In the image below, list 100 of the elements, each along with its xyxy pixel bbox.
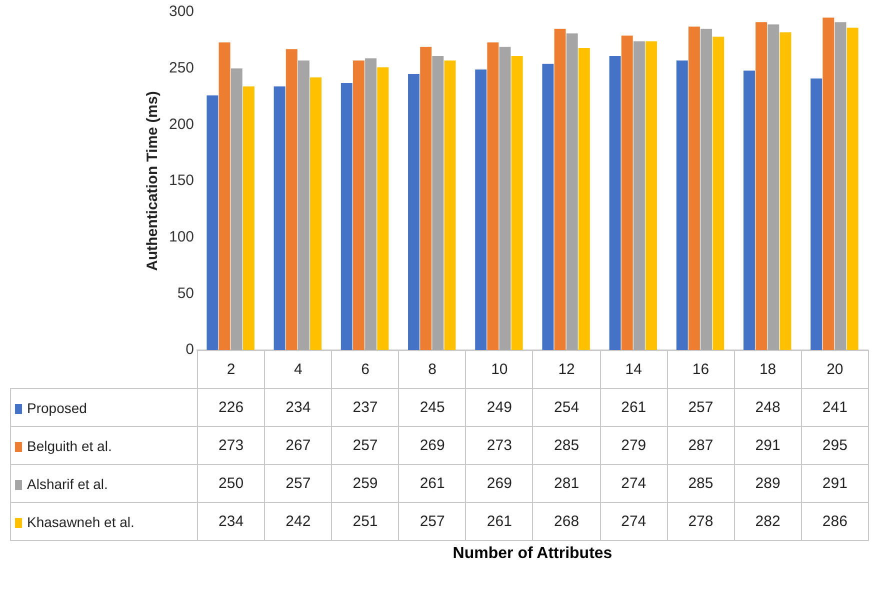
bar xyxy=(420,46,432,350)
bar xyxy=(230,68,242,350)
data-label: 226 xyxy=(198,388,265,426)
bar xyxy=(206,95,218,350)
y-tick-label: 250 xyxy=(168,59,194,76)
data-label: 257 xyxy=(667,388,734,426)
data-label: 249 xyxy=(466,388,533,426)
legend-label: Khasawneh et al. xyxy=(10,502,198,540)
bar xyxy=(511,56,523,350)
legend-label: Proposed xyxy=(10,388,198,426)
data-label: 291 xyxy=(801,464,868,502)
data-label: 273 xyxy=(198,426,265,464)
bar xyxy=(310,77,322,350)
bar xyxy=(444,60,456,350)
bar xyxy=(286,49,298,350)
data-label: 267 xyxy=(264,426,332,464)
data-label: 281 xyxy=(532,464,600,502)
data-label: 234 xyxy=(198,502,265,540)
bar xyxy=(566,33,578,350)
bar xyxy=(621,36,633,350)
data-label: 295 xyxy=(801,426,868,464)
y-tick-label: 50 xyxy=(177,284,194,302)
data-label: 286 xyxy=(801,502,868,540)
bar xyxy=(822,18,834,350)
x-tick-label: 16 xyxy=(667,350,734,388)
data-label: 287 xyxy=(667,426,734,464)
data-label: 273 xyxy=(466,426,533,464)
x-tick-label: 6 xyxy=(332,350,399,388)
data-label: 282 xyxy=(734,502,802,540)
data-label: 261 xyxy=(398,464,466,502)
bar xyxy=(340,82,352,350)
x-tick-label: 18 xyxy=(734,350,802,388)
x-tick-label: 2 xyxy=(198,350,265,388)
data-label: 274 xyxy=(600,502,668,540)
data-label: 251 xyxy=(332,502,399,540)
bar xyxy=(756,22,768,350)
data-label: 237 xyxy=(332,388,399,426)
bar xyxy=(578,48,590,350)
data-label: 269 xyxy=(398,426,466,464)
bar xyxy=(780,32,792,350)
bar xyxy=(242,86,254,350)
data-label: 289 xyxy=(734,464,802,502)
y-tick-label: 300 xyxy=(168,3,194,20)
bar xyxy=(810,78,822,350)
data-label: 285 xyxy=(667,464,734,502)
bar xyxy=(554,28,566,350)
bar xyxy=(542,64,554,350)
bar xyxy=(274,86,286,350)
data-label: 279 xyxy=(600,426,668,464)
bar xyxy=(475,69,487,350)
bar xyxy=(352,60,364,350)
bar xyxy=(712,36,724,350)
data-label: 285 xyxy=(532,426,600,464)
bar xyxy=(744,70,755,350)
data-label: 291 xyxy=(734,426,802,464)
bar xyxy=(609,56,621,350)
bar xyxy=(676,60,688,350)
bar xyxy=(688,26,700,350)
data-label: 241 xyxy=(801,388,868,426)
x-tick-label: 14 xyxy=(600,350,668,388)
x-tick-label: 4 xyxy=(264,350,332,388)
legend-label: Belguith et al. xyxy=(10,426,198,464)
y-tick-label: 0 xyxy=(186,341,194,358)
y-tick-label: 100 xyxy=(168,228,194,246)
legend-label: Alsharif et al. xyxy=(10,464,198,502)
data-label: 261 xyxy=(600,388,668,426)
data-label: 257 xyxy=(398,502,466,540)
data-label: 269 xyxy=(466,464,533,502)
data-label: 245 xyxy=(398,388,466,426)
x-tick-label: 8 xyxy=(398,350,466,388)
y-tick-label: 150 xyxy=(168,172,194,190)
bar xyxy=(408,74,420,350)
bar xyxy=(633,41,645,350)
data-label: 254 xyxy=(532,388,600,426)
bar xyxy=(834,22,846,350)
x-tick-label: 12 xyxy=(532,350,600,388)
data-label: 257 xyxy=(264,464,332,502)
bar xyxy=(700,28,712,350)
bar xyxy=(487,42,499,350)
bar xyxy=(846,28,858,350)
x-tick-label: 20 xyxy=(801,350,868,388)
data-label: 248 xyxy=(734,388,802,426)
data-label: 259 xyxy=(332,464,399,502)
bar xyxy=(365,58,377,350)
text: Number of Attributes xyxy=(452,545,614,563)
bar xyxy=(646,41,658,350)
bar xyxy=(499,46,511,350)
bar xyxy=(768,24,780,350)
data-label: 268 xyxy=(532,502,600,540)
y-tick-label: 200 xyxy=(168,116,194,133)
data-label: 261 xyxy=(466,502,533,540)
data-label: 242 xyxy=(264,502,332,540)
data-label: 257 xyxy=(332,426,399,464)
bar xyxy=(432,56,444,350)
data-label: 234 xyxy=(264,388,332,426)
bar xyxy=(298,60,310,350)
x-tick-label: 10 xyxy=(466,350,533,388)
bar xyxy=(218,42,230,350)
data-label: 278 xyxy=(667,502,734,540)
bar xyxy=(377,67,389,350)
